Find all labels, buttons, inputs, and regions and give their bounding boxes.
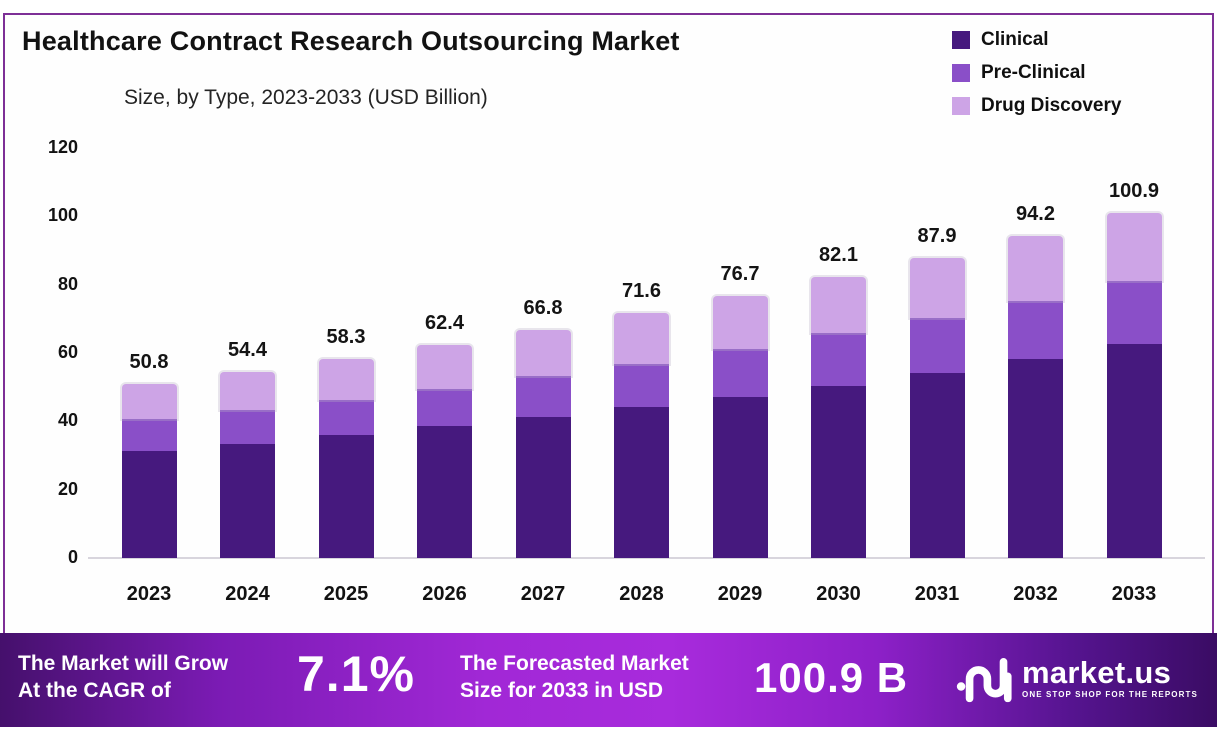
bar-total-label-2027: 66.8 [523,296,563,319]
y-axis-tick-40: 40 [57,410,78,431]
bar-2031-pre-clinical-segment [909,317,965,374]
x-axis-label-2030: 2030 [816,583,861,605]
x-axis-label-2027: 2027 [520,583,566,605]
bar-total-label-2030: 82.1 [819,244,858,267]
forecast-value: 100.9 B [754,654,909,701]
pre-clinical-swatch-icon [952,64,970,82]
bar-total-label-2032: 94.2 [1016,203,1055,226]
x-axis-label-2028: 2028 [619,583,664,605]
bar-2026-pre-clinical-segment [417,388,472,427]
legend-item-pre-clinical: Pre-Clinical [952,61,1121,85]
bar-2032-clinical-segment [1008,358,1063,558]
cagr-text-line2: At the CAGR of [18,679,171,702]
bar-2027-drug-discovery-segment [515,329,571,377]
forecast-text: The Forecasted Market Size for 2033 in U… [460,650,689,704]
bar-2029-drug-discovery-segment [712,295,768,350]
bar-2025-drug-discovery-segment [318,358,374,400]
bar-2033-pre-clinical-segment [1106,281,1162,344]
logo-tagline: ONE STOP SHOP FOR THE REPORTS [1022,689,1198,699]
bar-2024-clinical-segment [220,443,275,558]
bar-2028-clinical-segment [614,406,669,558]
legend-label-pre-clinical: Pre-Clinical [981,62,1086,83]
clinical-swatch-icon [952,31,970,49]
bottom-banner: The Market will Grow At the CAGR of 7.1%… [0,633,1217,727]
legend-label-clinical: Clinical [981,29,1049,50]
bar-2028-pre-clinical-segment [614,363,669,407]
bar-2030-clinical-segment [811,386,866,558]
bar-2023-clinical-segment [121,451,177,558]
forecast-text-line2: Size for 2033 in USD [460,679,664,702]
bar-total-label-2024: 54.4 [228,339,267,362]
legend-item-drug-discovery: Drug Discovery [952,94,1121,118]
bar-total-label-2033: 100.9 [1108,180,1160,203]
forecast-text-line1: The Forecasted Market [460,652,689,675]
logo-text-block: market.us ONE STOP SHOP FOR THE REPORTS [1022,654,1198,699]
x-axis-label-2032: 2032 [1013,583,1058,605]
legend: Clinical Pre-Clinical Drug Discovery [952,28,1121,127]
y-axis-tick-120: 120 [47,137,78,157]
bar-total-label-2029: 76.7 [720,262,760,285]
y-axis-tick-80: 80 [57,273,78,294]
x-axis-label-2033: 2033 [1111,583,1157,605]
bar-2032-drug-discovery-segment [1008,236,1063,301]
market-us-logo-icon [956,658,1012,703]
bar-total-label-2026: 62.4 [425,311,464,334]
bar-2029-pre-clinical-segment [712,349,768,398]
x-axis-label-2031: 2031 [914,583,960,605]
bar-2027-pre-clinical-segment [515,376,571,417]
cagr-text: The Market will Grow At the CAGR of [18,650,228,704]
bar-total-label-2025: 58.3 [326,325,366,348]
bar-2026-clinical-segment [417,426,472,558]
x-axis-label-2023: 2023 [126,583,172,605]
bar-2024-drug-discovery-segment [220,372,275,411]
bar-2029-clinical-segment [712,397,768,558]
bar-2031-clinical-segment [909,373,965,558]
legend-item-clinical: Clinical [952,28,1121,52]
bar-2028-drug-discovery-segment [614,313,669,364]
market-us-logo: market.us ONE STOP SHOP FOR THE REPORTS [956,650,1198,706]
bar-2023-drug-discovery-segment [121,384,177,420]
bar-total-label-2028: 71.6 [622,280,661,303]
logo-wordmark: market.us [1022,654,1172,690]
bar-2030-drug-discovery-segment [811,277,866,334]
cagr-value: 7.1% [297,646,415,702]
bar-2025-clinical-segment [318,435,374,558]
x-axis-label-2026: 2026 [422,583,467,605]
x-axis-label-2025: 2025 [323,583,369,605]
chart-title: Healthcare Contract Research Outsourcing… [22,26,680,56]
bar-2025-pre-clinical-segment [318,399,374,436]
bar-2033-clinical-segment [1106,343,1162,558]
bar-2026-drug-discovery-segment [417,344,472,389]
bar-2033-drug-discovery-segment [1106,213,1162,282]
y-axis-tick-0: 0 [67,547,78,567]
bar-2024-pre-clinical-segment [220,410,275,444]
bar-2027-clinical-segment [515,416,571,558]
bar-2032-pre-clinical-segment [1008,300,1063,359]
bar-2031-drug-discovery-segment [909,257,965,318]
x-axis-label-2029: 2029 [717,583,763,605]
x-axis-line [88,557,1205,559]
y-axis-tick-20: 20 [57,478,78,499]
bar-2030-pre-clinical-segment [811,333,866,387]
drug-discovery-swatch-icon [952,97,970,115]
cagr-text-line1: The Market will Grow [18,652,229,675]
y-axis-tick-60: 60 [57,342,78,362]
bar-2023-pre-clinical-segment [121,419,177,452]
chart-subtitle: Size, by Type, 2023-2033 (USD Billion) [124,86,488,109]
bar-total-label-2023: 50.8 [129,351,169,374]
y-axis-tick-100: 100 [47,205,78,226]
legend-label-drug-discovery: Drug Discovery [981,95,1122,116]
bar-total-label-2031: 87.9 [917,224,957,247]
x-axis-label-2024: 2024 [225,583,270,605]
